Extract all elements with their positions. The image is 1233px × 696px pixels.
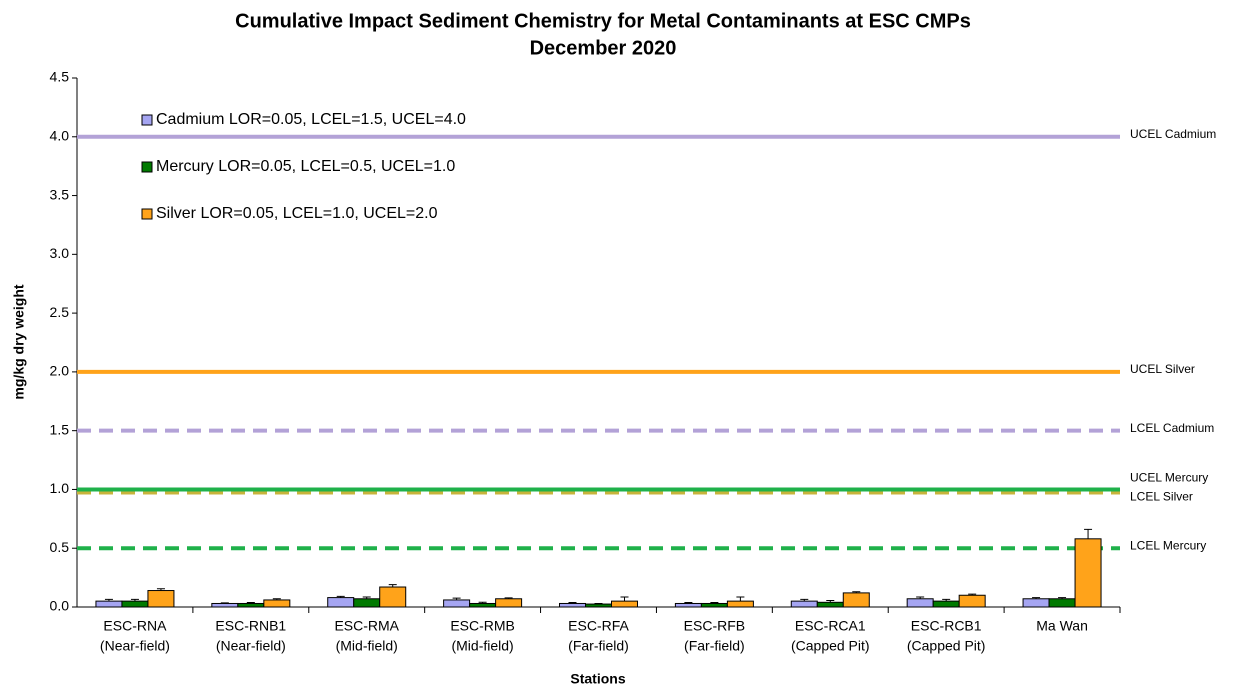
x-tick-label: (Capped Pit) [791, 638, 870, 654]
y-tick-label: 4.5 [50, 69, 70, 85]
error-bar [220, 602, 229, 604]
reference-label: UCEL Silver [1130, 362, 1195, 376]
x-tick-label: (Mid-field) [336, 638, 398, 654]
bar [211, 602, 239, 608]
x-tick-label: ESC-RFA [568, 618, 629, 634]
legend-swatch [141, 114, 153, 126]
error-bar [362, 596, 371, 599]
error-bar [568, 602, 577, 604]
bar [790, 600, 818, 608]
bar [906, 598, 934, 608]
bar [95, 600, 123, 608]
reference-label: LCEL Cadmium [1130, 421, 1214, 435]
bar [443, 599, 471, 608]
legend-swatch [141, 161, 153, 173]
legend-label: Silver LOR=0.05, LCEL=1.0, UCEL=2.0 [156, 205, 438, 222]
bar [1048, 598, 1076, 608]
error-bar [942, 598, 951, 602]
reference-label: UCEL Cadmium [1130, 127, 1216, 141]
x-tick-label: (Capped Pit) [907, 638, 986, 654]
bar [147, 590, 175, 608]
x-tick-label: ESC-RNA [103, 618, 167, 634]
bar [816, 601, 844, 608]
y-tick-label: 0.0 [50, 598, 70, 614]
y-tick-label: 2.5 [50, 304, 70, 320]
y-tick-label: 3.0 [50, 245, 70, 261]
error-bar [504, 597, 513, 599]
bar [932, 600, 960, 608]
bar [495, 598, 523, 608]
bar [674, 602, 702, 608]
y-axis-label: mg/kg dry weight [11, 284, 27, 399]
error-bar [336, 595, 345, 598]
error-bar [826, 600, 835, 603]
x-tick-label: ESC-RCB1 [911, 618, 982, 634]
x-tick-label: ESC-RNB1 [215, 618, 286, 634]
bar [958, 594, 986, 608]
reference-label: UCEL Mercury [1130, 471, 1208, 485]
error-bar [104, 598, 113, 602]
error-bar [156, 588, 165, 591]
x-tick-label: (Far-field) [568, 638, 629, 654]
bar [327, 597, 355, 608]
bar [1022, 598, 1050, 608]
y-tick-label: 2.0 [50, 363, 70, 379]
x-tick-label: (Near-field) [216, 638, 286, 654]
legend-label: Mercury LOR=0.05, LCEL=0.5, UCEL=1.0 [156, 158, 455, 175]
x-tick-label: (Far-field) [684, 638, 745, 654]
error-bar [272, 598, 281, 600]
chart-subtitle: December 2020 [530, 37, 677, 59]
bar [469, 602, 497, 608]
error-bar [594, 602, 603, 605]
bar [1074, 538, 1102, 608]
x-tick-label: Ma Wan [1036, 618, 1088, 634]
bar [121, 600, 149, 608]
x-tick-label: ESC-RMA [334, 618, 399, 634]
reference-label: LCEL Mercury [1130, 538, 1206, 552]
error-bar [478, 601, 487, 604]
y-tick-label: 4.0 [50, 127, 70, 143]
bar [379, 586, 407, 608]
error-bar [684, 602, 693, 604]
bar [353, 598, 381, 608]
reference-label: LCEL Silver [1130, 490, 1193, 504]
error-bar [1058, 597, 1067, 599]
x-tick-label: ESC-RFB [684, 618, 745, 634]
bar [842, 592, 870, 608]
error-bar [916, 596, 925, 599]
error-bar [620, 596, 629, 602]
bar [611, 600, 638, 608]
bar [263, 599, 291, 608]
legend-label: Cadmium LOR=0.05, LCEL=1.5, UCEL=4.0 [156, 111, 466, 128]
error-bar [246, 602, 255, 604]
x-axis-label: Stations [570, 671, 625, 687]
legend-swatch [141, 208, 153, 220]
x-tick-label: ESC-RMB [450, 618, 515, 634]
y-tick-label: 3.5 [50, 186, 70, 202]
x-tick-label: (Near-field) [100, 638, 170, 654]
y-tick-label: 1.0 [50, 480, 70, 496]
bar [726, 600, 754, 608]
error-bar [130, 598, 139, 602]
error-bar [736, 596, 745, 602]
y-tick-label: 0.5 [50, 539, 70, 555]
bar [700, 602, 728, 608]
error-bar [710, 602, 719, 604]
chart-title: Cumulative Impact Sediment Chemistry for… [235, 10, 971, 32]
y-tick-label: 1.5 [50, 421, 70, 437]
error-bar [1084, 528, 1093, 539]
x-tick-label: ESC-RCA1 [795, 618, 866, 634]
bar [559, 602, 586, 608]
error-bar [968, 593, 977, 596]
x-tick-label: (Mid-field) [451, 638, 513, 654]
error-bar [452, 597, 461, 600]
error-bar [852, 591, 861, 593]
bar [237, 602, 265, 608]
error-bar [388, 584, 397, 588]
error-bar [1032, 597, 1041, 599]
error-bar [800, 598, 809, 602]
